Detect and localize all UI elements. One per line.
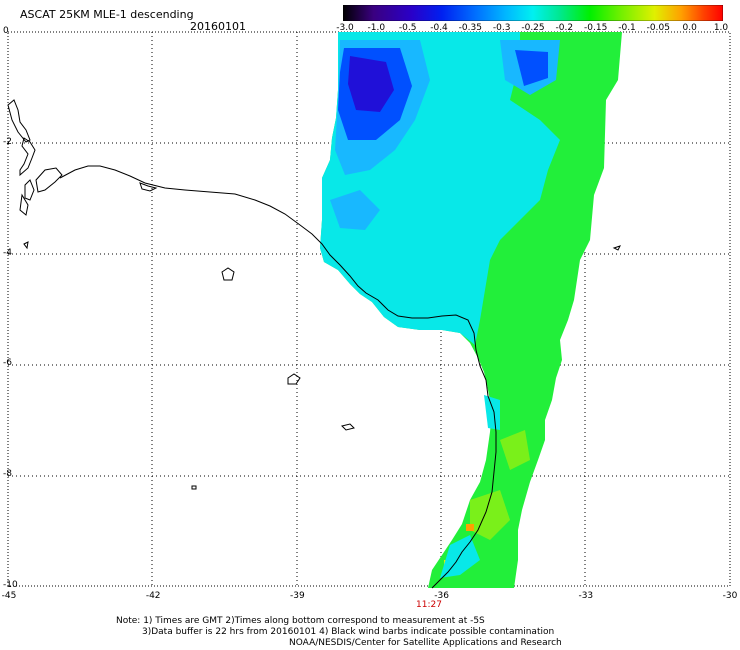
colorbar-tick: -0.5 [398,23,417,33]
colorbar-tick: -3.0 [336,23,354,33]
credit-line: NOAA/NESDIS/Center for Satellite Applica… [289,638,562,648]
latitude-tick-label: -10 [3,580,18,590]
longitude-tick-label: -45 [1,591,17,601]
map-date: 20160101 [190,20,246,33]
colorbar-tick: -0.1 [618,23,636,33]
latitude-tick-label: -2 [3,136,12,147]
note-line-1: Note: 1) Times are GMT 2)Times along bot… [116,616,485,626]
swath-darkblue [348,56,394,112]
wind-swath [320,32,622,588]
island-3 [341,423,355,431]
colorbar-tick: 1.0 [713,23,729,33]
latitude-tick-label: 0 [3,26,9,36]
longitude-tick-label: -33 [578,591,594,601]
colorbar-tick: -0.05 [646,23,670,33]
pass-time-label: 11:27 [416,600,442,610]
colorbar-tick: -0.25 [521,23,545,33]
latitude-tick-label: -6 [3,358,12,369]
coastline-mainland [59,165,497,589]
island-2 [287,373,301,385]
coastline [7,99,621,589]
latitude-tick-label: -8 [3,469,12,480]
colorbar-tick: -1.0 [367,23,386,33]
latitude-tick-label: -4 [3,247,12,258]
longitude-tick-label: -42 [145,591,161,601]
map-title: ASCAT 25KM MLE-1 descending [20,8,194,21]
island-1 [221,267,235,281]
colorbar-tick: -0.2 [555,23,574,33]
longitude-tick-label: -39 [290,591,305,601]
longitude-tick-label: -36 [434,591,449,601]
note-line-2: 3)Data buffer is 22 hrs from 20160101 4)… [142,627,555,637]
colorbar-tick: 0.0 [682,23,697,33]
colorbar [343,5,723,21]
colorbar-tick: -0.4 [430,23,448,33]
longitude-tick-label: -30 [722,591,738,601]
coastline-northwest [19,137,36,177]
colorbar-tick: -0.15 [584,23,608,33]
colorbar-tick: -0.35 [458,23,482,33]
colorbar-tick: -0.3 [492,23,511,33]
